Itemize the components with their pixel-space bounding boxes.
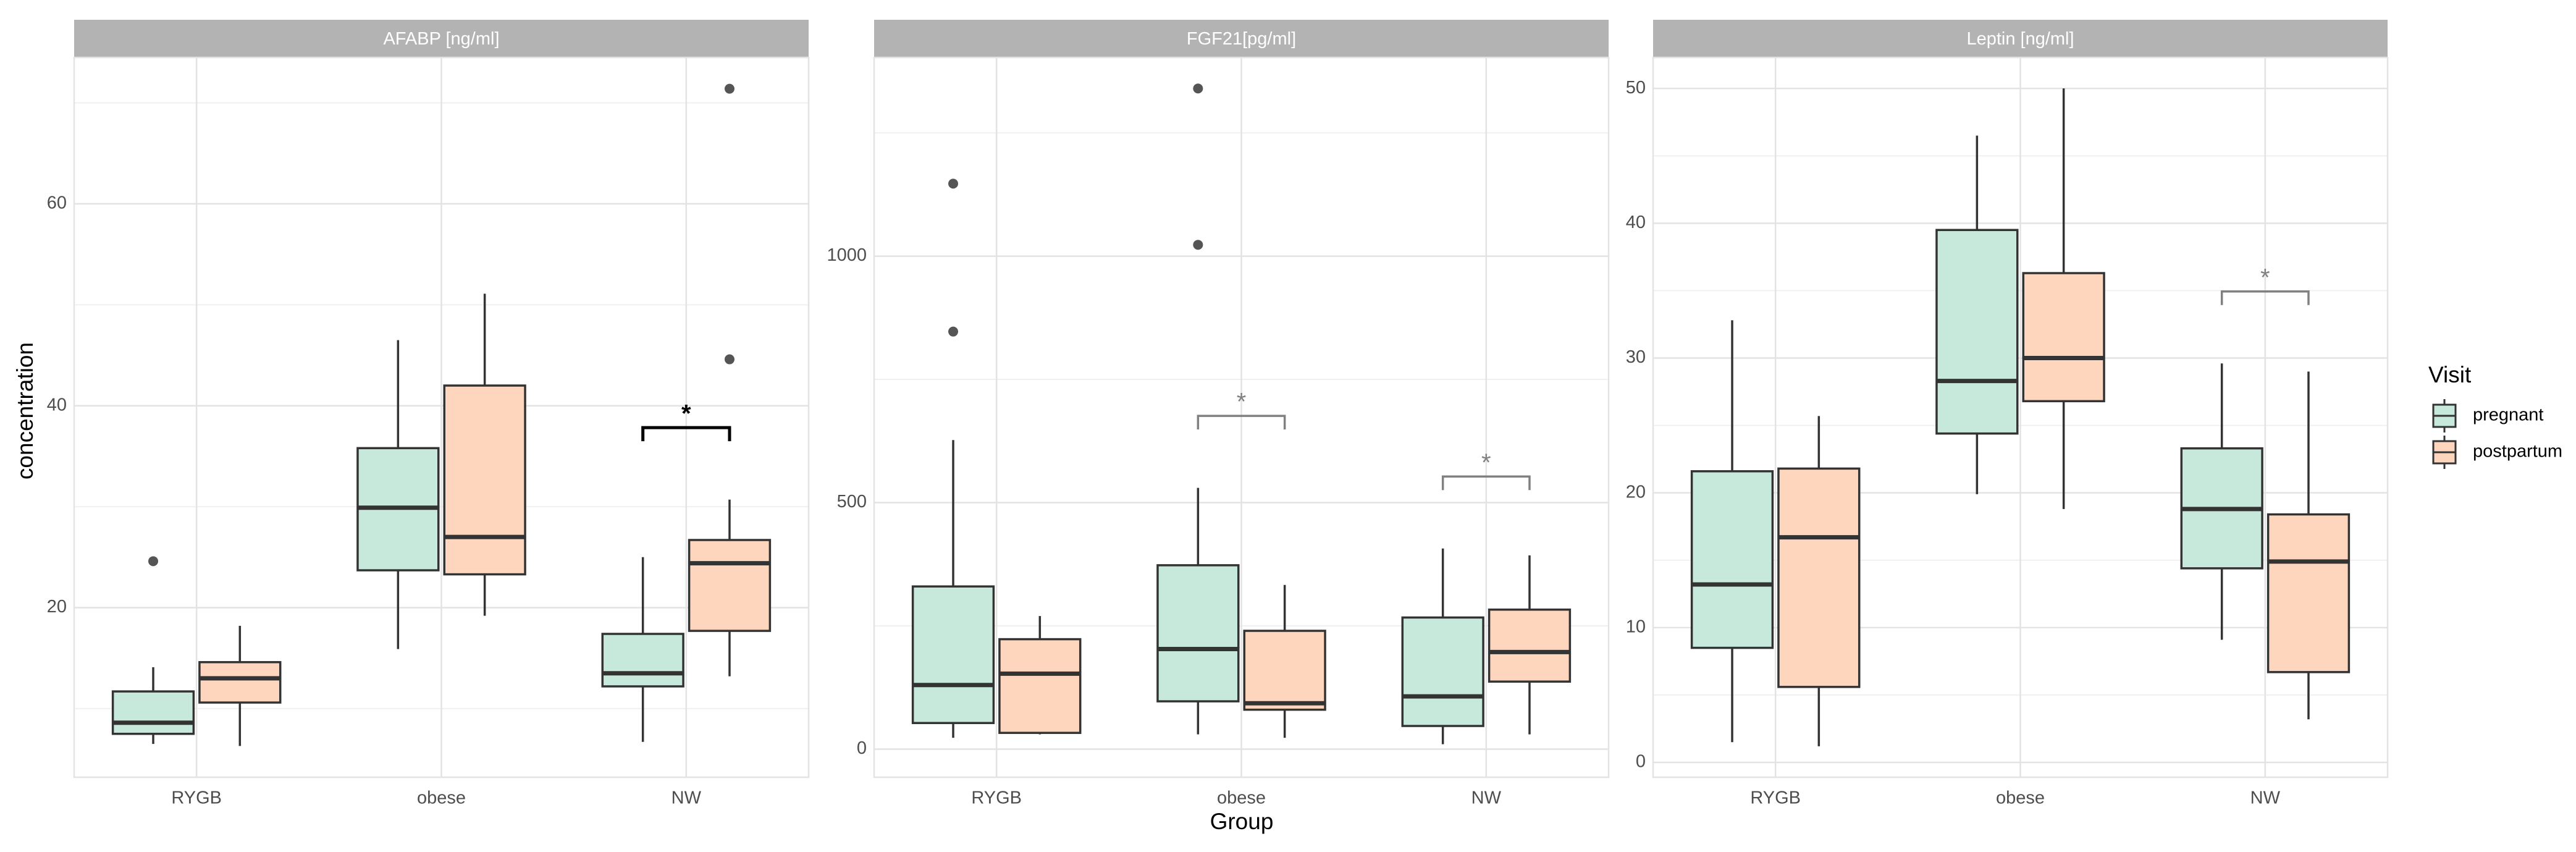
box [998, 638, 1082, 734]
x-tick-label: RYGB [171, 788, 222, 808]
strip-text: Leptin [ng/ml] [1966, 29, 2074, 49]
x-tick-label: obese [1217, 788, 1266, 808]
box [1156, 564, 1240, 702]
y-tick-label: 50 [1626, 78, 1646, 98]
strip-text: FGF21[pg/ml] [1187, 29, 1296, 49]
significance-bracket [1197, 415, 1286, 430]
box [1401, 616, 1484, 727]
strip [874, 20, 1609, 57]
strip-text: AFABP [ng/ml] [383, 29, 499, 49]
y-tick-label: 1000 [827, 245, 867, 265]
legend-label: pregnant [2473, 405, 2544, 425]
box [2022, 272, 2105, 403]
x-tick-label: NW [1471, 788, 1502, 808]
box [1935, 229, 2019, 435]
outlier [1193, 240, 1203, 250]
box [2267, 513, 2351, 673]
y-tick-label: 10 [1626, 617, 1646, 636]
outlier [148, 556, 159, 567]
box [1690, 470, 1774, 649]
box [111, 690, 195, 735]
y-tick-label: 60 [47, 193, 67, 213]
panel-border [1652, 56, 2389, 778]
box [198, 660, 282, 704]
x-tick-label: RYGB [971, 788, 1022, 808]
outlier [1193, 83, 1203, 94]
y-tick-label: 500 [837, 492, 867, 512]
y-tick-label: 30 [1626, 347, 1646, 367]
significance-bracket [1441, 475, 1531, 491]
significance-bracket [2220, 290, 2310, 305]
legend-label: postpartum [2473, 442, 2562, 462]
y-tick-label: 0 [1636, 752, 1646, 772]
panel-border [873, 56, 1610, 778]
legend-title: Visit [2428, 362, 2472, 387]
x-tick-label: obese [1996, 788, 2045, 808]
significance-label: * [681, 400, 691, 428]
strip [1653, 20, 2388, 57]
significance-label: * [2260, 264, 2270, 291]
box [1243, 630, 1326, 711]
x-tick-label: NW [671, 788, 702, 808]
x-axis-title: Group [1210, 809, 1274, 834]
box [1488, 608, 1572, 683]
box [911, 585, 995, 724]
significance-label: * [1237, 389, 1247, 416]
y-axis-title: concentration [12, 342, 38, 479]
y-tick-label: 0 [857, 738, 867, 758]
box [601, 633, 684, 688]
significance-label: * [1481, 449, 1491, 476]
box [443, 384, 526, 576]
box [1777, 467, 1861, 688]
panel-border [73, 56, 810, 778]
significance-bracket [641, 426, 731, 442]
strip [74, 20, 809, 57]
y-tick-label: 40 [47, 395, 67, 415]
x-tick-label: RYGB [1750, 788, 1801, 808]
outlier [724, 354, 734, 365]
x-tick-label: obese [417, 788, 466, 808]
outlier [724, 83, 734, 94]
y-tick-label: 20 [1626, 482, 1646, 502]
box [688, 539, 772, 632]
y-tick-label: 40 [1626, 213, 1646, 232]
y-tick-label: 20 [47, 597, 67, 617]
outlier [948, 326, 959, 337]
outlier [948, 179, 959, 189]
x-tick-label: NW [2250, 788, 2281, 808]
